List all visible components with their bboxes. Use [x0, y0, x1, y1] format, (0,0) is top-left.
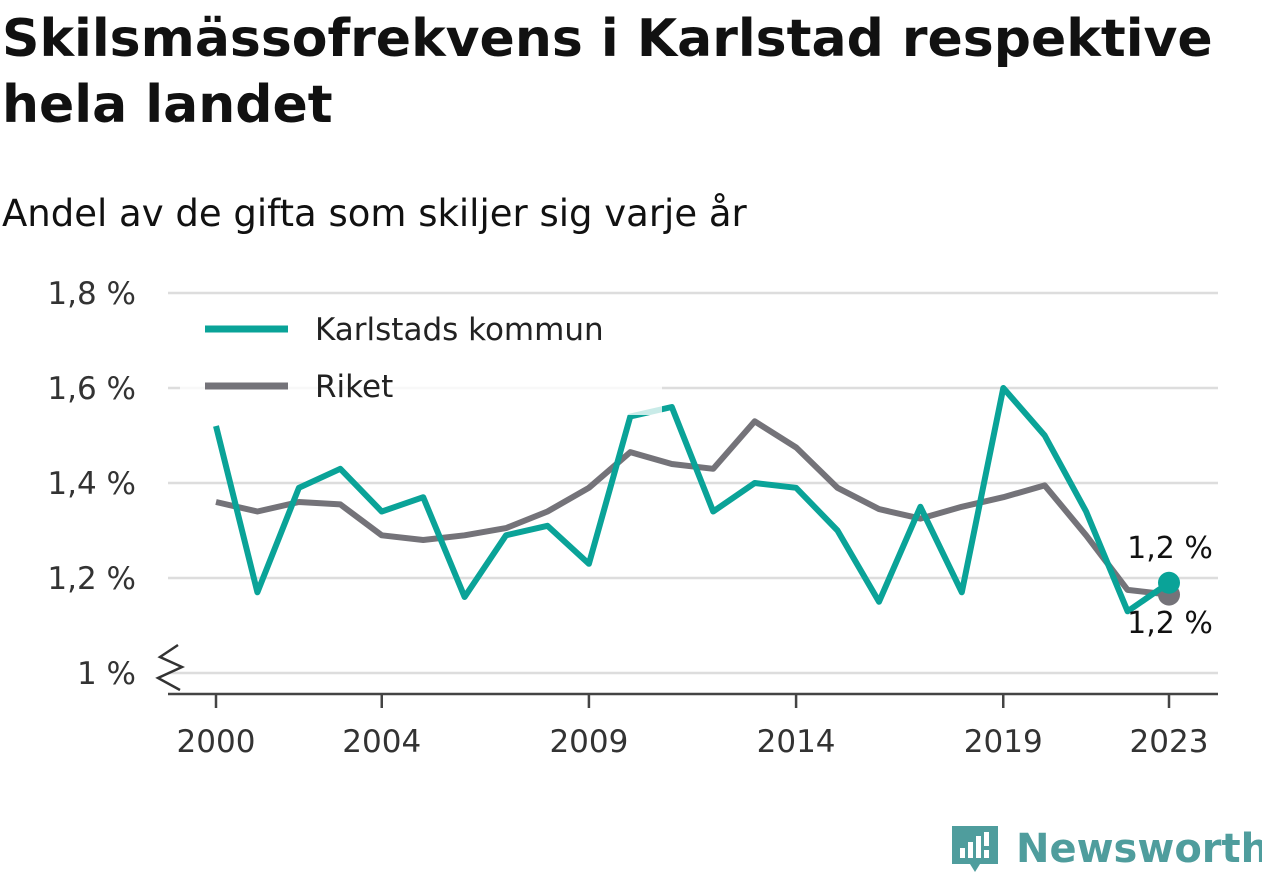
- chart-title: Skilsmässofrekvens i Karlstad respektive…: [2, 9, 1213, 135]
- brand-logo: Newsworthy: [950, 818, 1262, 880]
- series-line: [215, 418, 1170, 598]
- x-tick-label: 2009: [549, 724, 628, 760]
- x-tick-label: 2000: [177, 724, 256, 760]
- y-tick-label: 1,8 %: [47, 276, 136, 312]
- y-tick-label: 1,4 %: [47, 466, 136, 502]
- end-value-label: 1,2 %: [1127, 531, 1213, 566]
- legend-label: Karlstads kommun: [315, 312, 604, 348]
- brand-name: Newsworthy: [1016, 826, 1262, 872]
- y-tick-label: 1,6 %: [47, 371, 136, 407]
- legend-label: Riket: [315, 369, 393, 405]
- series-lines: [213, 385, 1180, 615]
- axis-break-icon: [155, 643, 186, 692]
- legend: Karlstads kommun Riket: [180, 305, 662, 415]
- axes: 1 % 1,2 % 1,4 % 1,6 % 1,8 % 2000 2004 2009 2014 2…: [47, 276, 1218, 760]
- end-labels: 1,2 % 1,2 %: [1127, 531, 1213, 641]
- x-tick-label: 2014: [757, 724, 836, 760]
- series-line: [213, 385, 1171, 615]
- end-value-label: 1,2 %: [1127, 606, 1213, 641]
- end-point-marker: [1158, 571, 1180, 594]
- x-tick-label: 2004: [342, 724, 421, 760]
- legend-background: [180, 305, 662, 415]
- bar-chart-speech-bubble-icon: [952, 826, 998, 872]
- x-tick-label: 2023: [1130, 724, 1209, 760]
- chart-subtitle: Andel av de gifta som skiljer sig varje …: [2, 192, 747, 235]
- y-tick-label: 1 %: [77, 656, 136, 692]
- y-tick-label: 1,2 %: [47, 561, 136, 597]
- x-tick-label: 2019: [964, 724, 1043, 760]
